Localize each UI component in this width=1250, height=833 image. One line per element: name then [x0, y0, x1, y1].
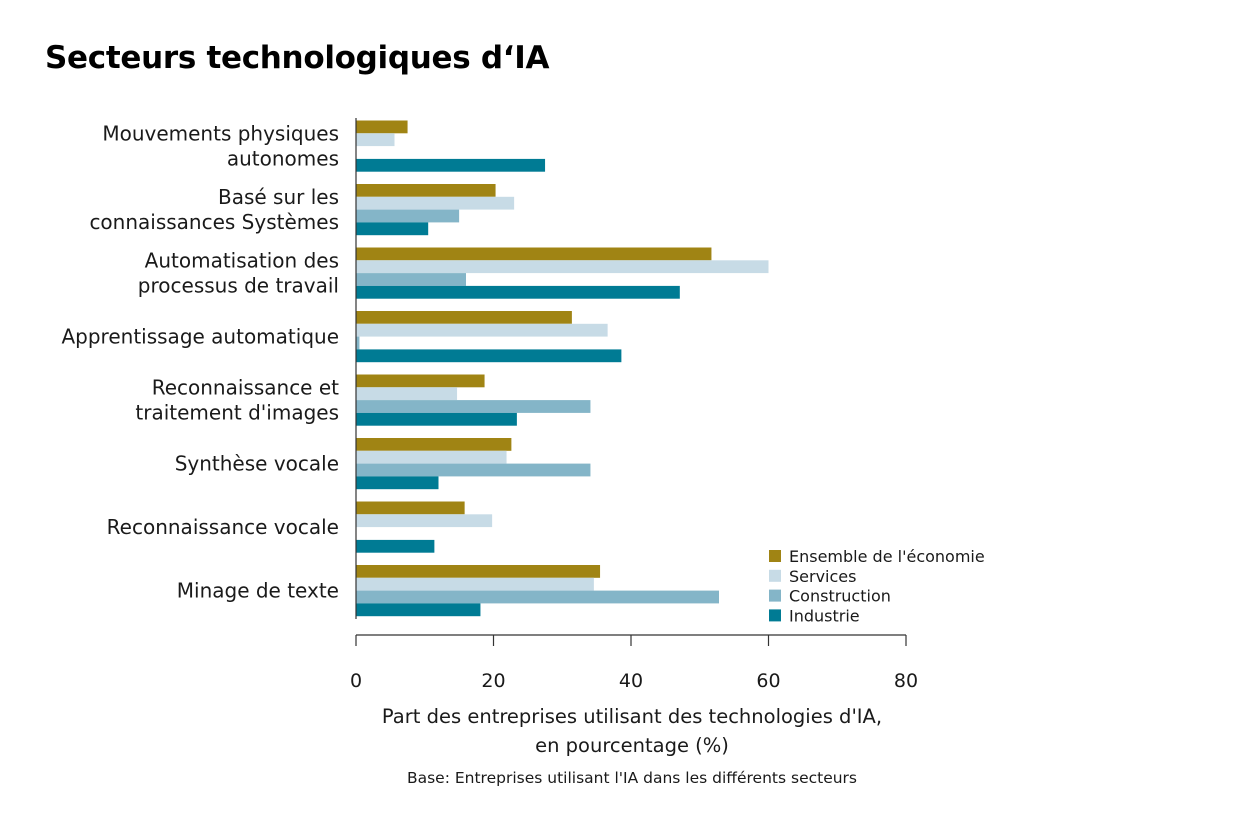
- bar-3-2: [356, 336, 360, 350]
- legend-swatch: [769, 569, 781, 582]
- bar-0-0: [356, 120, 408, 134]
- bar-6-3: [356, 539, 435, 553]
- bar-7-1: [356, 577, 594, 591]
- bar-3-1: [356, 323, 608, 337]
- bar-3-3: [356, 349, 622, 363]
- x-tick-label: 40: [619, 670, 643, 692]
- category-label: connaissances Systèmes: [89, 210, 339, 234]
- category-label: Reconnaissance et: [152, 376, 339, 400]
- x-tick-label: 60: [756, 670, 780, 692]
- x-axis-title: Part des entreprises utilisant des techn…: [382, 705, 882, 757]
- legend-label: Ensemble de l'économie: [789, 547, 985, 566]
- bar-7-2: [356, 590, 719, 604]
- bar-6-0: [356, 501, 465, 515]
- x-axis-title-line: en pourcentage (%): [535, 734, 729, 757]
- category-label: Minage de texte: [177, 579, 339, 603]
- x-tick-label: 0: [350, 670, 362, 692]
- bar-3-0: [356, 311, 572, 324]
- bar-2-1: [356, 260, 769, 274]
- bar-1-1: [356, 196, 515, 210]
- bars-group: [356, 120, 769, 617]
- category-label: autonomes: [227, 147, 339, 171]
- legend-label: Services: [789, 567, 856, 586]
- category-label: Automatisation des: [145, 249, 339, 273]
- category-label: processus de travail: [138, 274, 339, 298]
- x-axis-title-line: Part des entreprises utilisant des techn…: [382, 705, 882, 728]
- category-label: Mouvements physiques: [102, 122, 339, 146]
- bar-1-2: [356, 209, 460, 223]
- category-label: Apprentissage automatique: [61, 325, 339, 349]
- bar-1-0: [356, 184, 496, 197]
- bar-7-3: [356, 603, 481, 617]
- bar-0-3: [356, 158, 546, 172]
- bar-4-1: [356, 387, 458, 401]
- category-label: traitement d'images: [135, 401, 339, 425]
- legend-label: Industrie: [789, 606, 860, 625]
- category-label: Synthèse vocale: [175, 452, 339, 476]
- bar-5-0: [356, 438, 512, 451]
- bar-7-0: [356, 565, 601, 578]
- category-label: Basé sur les: [218, 185, 339, 209]
- bar-5-2: [356, 463, 591, 477]
- x-tick-label: 20: [481, 670, 505, 692]
- legend-label: Construction: [789, 587, 891, 606]
- bar-0-1: [356, 133, 395, 147]
- bar-5-1: [356, 450, 507, 464]
- bar-2-3: [356, 285, 680, 299]
- axes: 0 20 40 60 80: [350, 118, 918, 692]
- source-note: Base: Entreprises utilisant l'IA dans le…: [407, 769, 857, 787]
- bar-5-3: [356, 476, 439, 490]
- bar-6-1: [356, 514, 493, 528]
- legend-swatch: [769, 609, 781, 622]
- bar-4-2: [356, 400, 591, 413]
- chart-title: Secteurs technologiques d‘IA: [45, 40, 550, 76]
- bar-2-0: [356, 247, 712, 261]
- legend-swatch: [769, 589, 781, 602]
- bar-2-2: [356, 273, 466, 286]
- legend: Ensemble de l'économieServicesConstructi…: [769, 547, 985, 625]
- bar-4-0: [356, 374, 485, 388]
- category-label: Reconnaissance vocale: [107, 515, 339, 539]
- legend-swatch: [769, 550, 781, 562]
- bar-1-3: [356, 222, 429, 236]
- x-tick-label: 80: [894, 670, 918, 692]
- bar-4-3: [356, 412, 517, 426]
